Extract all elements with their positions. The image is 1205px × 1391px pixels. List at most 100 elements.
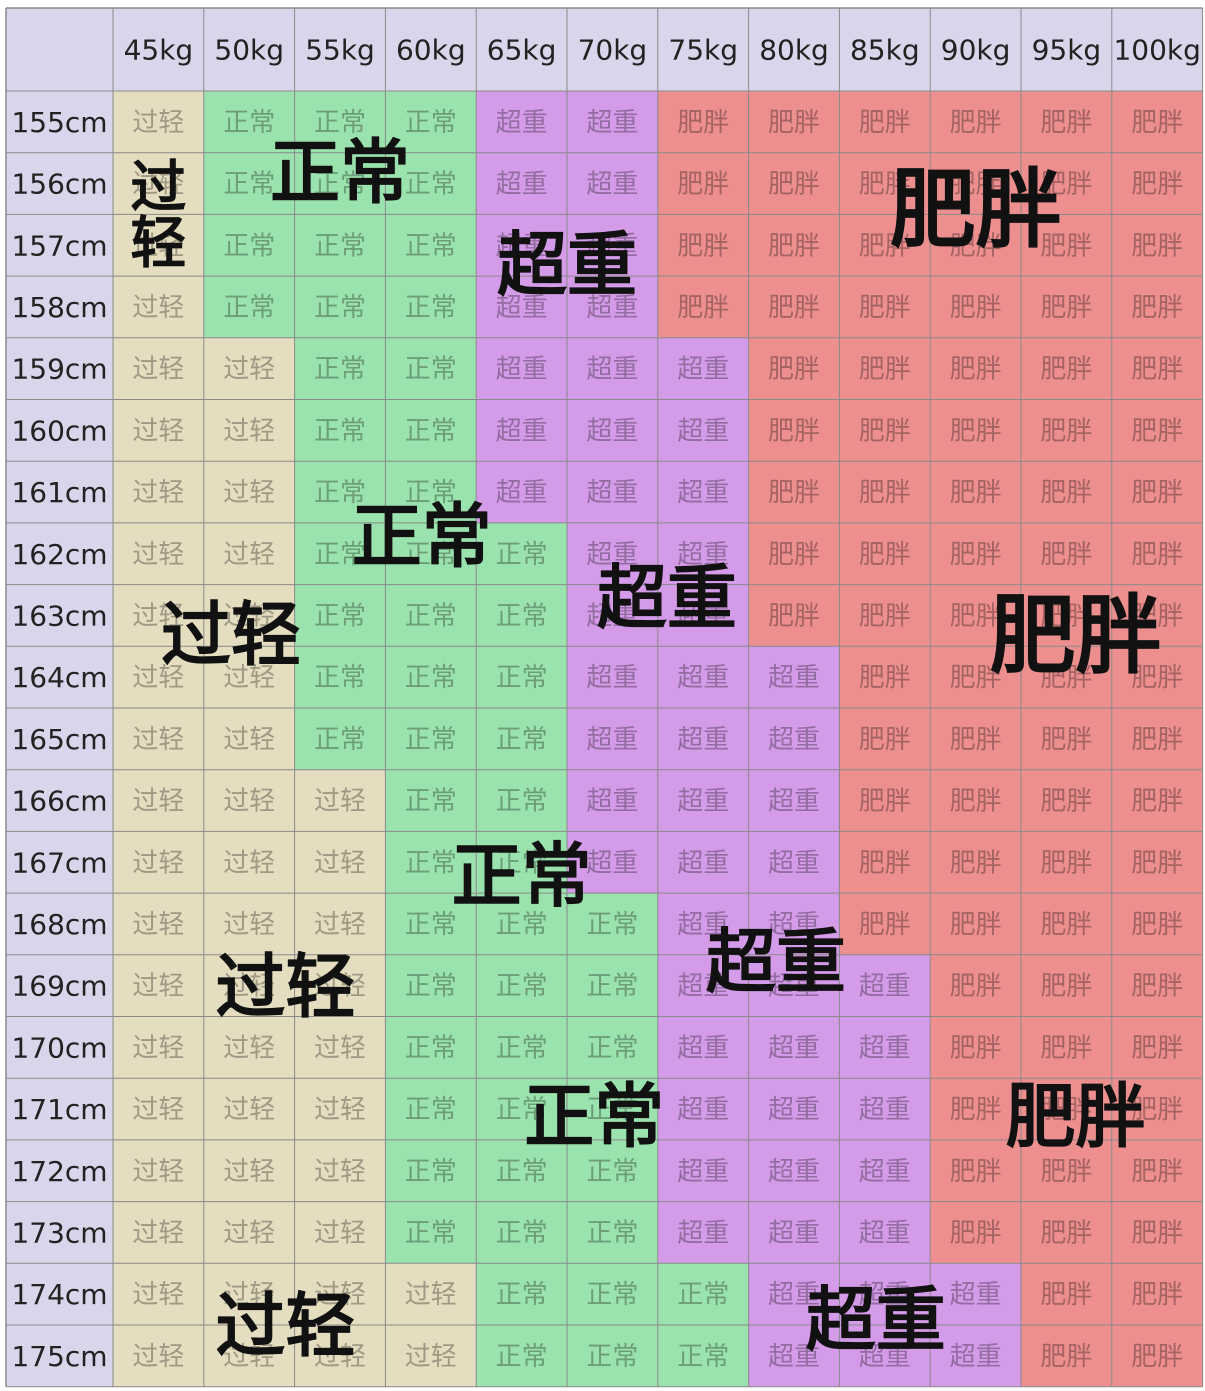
heatmap-cell-label: 超重 (677, 972, 729, 1002)
heatmap-cell (930, 954, 1021, 1017)
heatmap-cell-label: 肥胖 (859, 478, 911, 508)
heatmap-cell (113, 276, 204, 338)
heatmap-cell (567, 646, 658, 708)
heatmap-cell (930, 337, 1021, 400)
heatmap-cell-label: 肥胖 (1131, 1095, 1183, 1125)
heatmap-cell-label: 肥胖 (1131, 1280, 1183, 1310)
heatmap-cell-label: 正常 (405, 170, 457, 200)
heatmap-cell (1021, 954, 1112, 1017)
column-header-background (6, 8, 1203, 91)
column-header-label: 80kg (759, 34, 829, 67)
heatmap-cell-label: 超重 (677, 416, 729, 446)
heatmap-cell (748, 1263, 840, 1325)
heatmap-cell-label: 过轻 (132, 910, 184, 940)
heatmap-cell (385, 399, 477, 462)
heatmap-cell-label: 肥胖 (768, 540, 820, 570)
heatmap-cell (567, 1263, 658, 1325)
heatmap-cell-label: 过轻 (314, 972, 366, 1002)
heatmap-cell-label: 过轻 (314, 787, 366, 817)
header-group: 45kg 50kg 55kg 60kg 65kg 70kg 75kg 80kg 85kg 90kg… (6, 8, 1203, 1387)
heatmap-cell-label: 肥胖 (1131, 293, 1183, 323)
heatmap-cell-label: 超重 (677, 601, 729, 631)
heatmap-cell-label: 肥胖 (1040, 1095, 1092, 1125)
row-header-label: 158cm (11, 291, 107, 324)
heatmap-cell (203, 954, 295, 1017)
heatmap-cell (1021, 769, 1112, 832)
heatmap-cell-label: 正常 (405, 1033, 457, 1063)
heatmap-cell-label: 肥胖 (950, 725, 1002, 755)
heatmap-cell-label: 正常 (496, 910, 548, 940)
heatmap-cell (385, 1016, 477, 1079)
heatmap-cell (1021, 893, 1112, 955)
heatmap-cell-label: 超重 (768, 1280, 820, 1310)
heatmap-cell-label: 肥胖 (1131, 1342, 1183, 1372)
heatmap-cell (839, 152, 931, 215)
heatmap-cell (930, 461, 1021, 523)
heatmap-cell (1111, 646, 1203, 708)
heatmap-cell-label: 过轻 (223, 601, 275, 631)
heatmap-cell-label: 超重 (768, 725, 820, 755)
heatmap-cell (1021, 1201, 1112, 1264)
heatmap-cell-label: 正常 (586, 1342, 638, 1372)
heatmap-cell-label: 超重 (768, 1095, 820, 1125)
row-header-label: 163cm (11, 599, 107, 632)
row-header-label: 168cm (11, 908, 107, 941)
heatmap-cell-label: 肥胖 (1131, 416, 1183, 446)
heatmap-cell (930, 1139, 1021, 1202)
heatmap-cell (839, 584, 931, 647)
heatmap-cell (1021, 1016, 1112, 1079)
heatmap-cell (657, 276, 749, 338)
heatmap-cell-label: 肥胖 (859, 108, 911, 138)
heatmap-cell (567, 337, 658, 400)
column-header-label: 55kg (305, 34, 375, 67)
heatmap-cell-label: 肥胖 (1040, 601, 1092, 631)
heatmap-cell (748, 461, 840, 523)
heatmap-cell-label: 过轻 (223, 725, 275, 755)
heatmap-cell-label: 肥胖 (950, 355, 1002, 385)
heatmap-cell (203, 399, 295, 462)
heatmap-cell (748, 893, 840, 955)
heatmap-cell-label: 正常 (586, 1033, 638, 1063)
category-annotation-char: 轻 (130, 212, 186, 277)
heatmap-cell-label: 肥胖 (1131, 170, 1183, 200)
heatmap-cell (385, 1139, 477, 1202)
heatmap-cell (113, 461, 204, 523)
heatmap-cell (385, 337, 477, 400)
heatmap-cell-label: 过轻 (223, 848, 275, 878)
heatmap-cell (203, 1139, 295, 1202)
heatmap-cell (657, 522, 749, 585)
heatmap-cell-label: 超重 (586, 540, 638, 570)
category-annotation: 肥胖 (890, 160, 1062, 260)
heatmap-cell (748, 769, 840, 832)
column-header-label: 70kg (578, 34, 648, 67)
heatmap-cell (1021, 646, 1112, 708)
heatmap-cell (839, 91, 931, 153)
heatmap-cell-label: 过轻 (405, 1280, 457, 1310)
heatmap-cell-label: 正常 (496, 725, 548, 755)
heatmap-cell-label: 正常 (405, 108, 457, 138)
heatmap-cell-label: 正常 (405, 848, 457, 878)
heatmap-cell (567, 954, 658, 1017)
heatmap-cell (839, 1016, 931, 1079)
heatmap-cell (294, 522, 386, 585)
heatmap-cell-label: 正常 (496, 540, 548, 570)
heatmap-cell-label: 超重 (859, 1342, 911, 1372)
heatmap-cell-label: 肥胖 (1040, 972, 1092, 1002)
heatmap-cell (1021, 1263, 1112, 1325)
heatmap-cell-label: 肥胖 (1040, 787, 1092, 817)
heatmap-cell (1111, 399, 1203, 462)
heatmap-cell (930, 1325, 1021, 1387)
heatmap-cell (657, 1078, 749, 1140)
heatmap-cell-label: 正常 (586, 1218, 638, 1248)
heatmap-cell-label: 肥胖 (1040, 108, 1092, 138)
heatmap-cell (567, 152, 658, 215)
heatmap-cell-label: 肥胖 (1131, 231, 1183, 261)
heatmap-cell (294, 91, 386, 153)
heatmap-cell-label: 超重 (677, 540, 729, 570)
heatmap-cell-label: 超重 (768, 1033, 820, 1063)
heatmap-cell (748, 152, 840, 215)
heatmap-cell (476, 1201, 567, 1264)
heatmap-cell (567, 1201, 658, 1264)
heatmap-cell (930, 769, 1021, 832)
heatmap-cell (567, 91, 658, 153)
